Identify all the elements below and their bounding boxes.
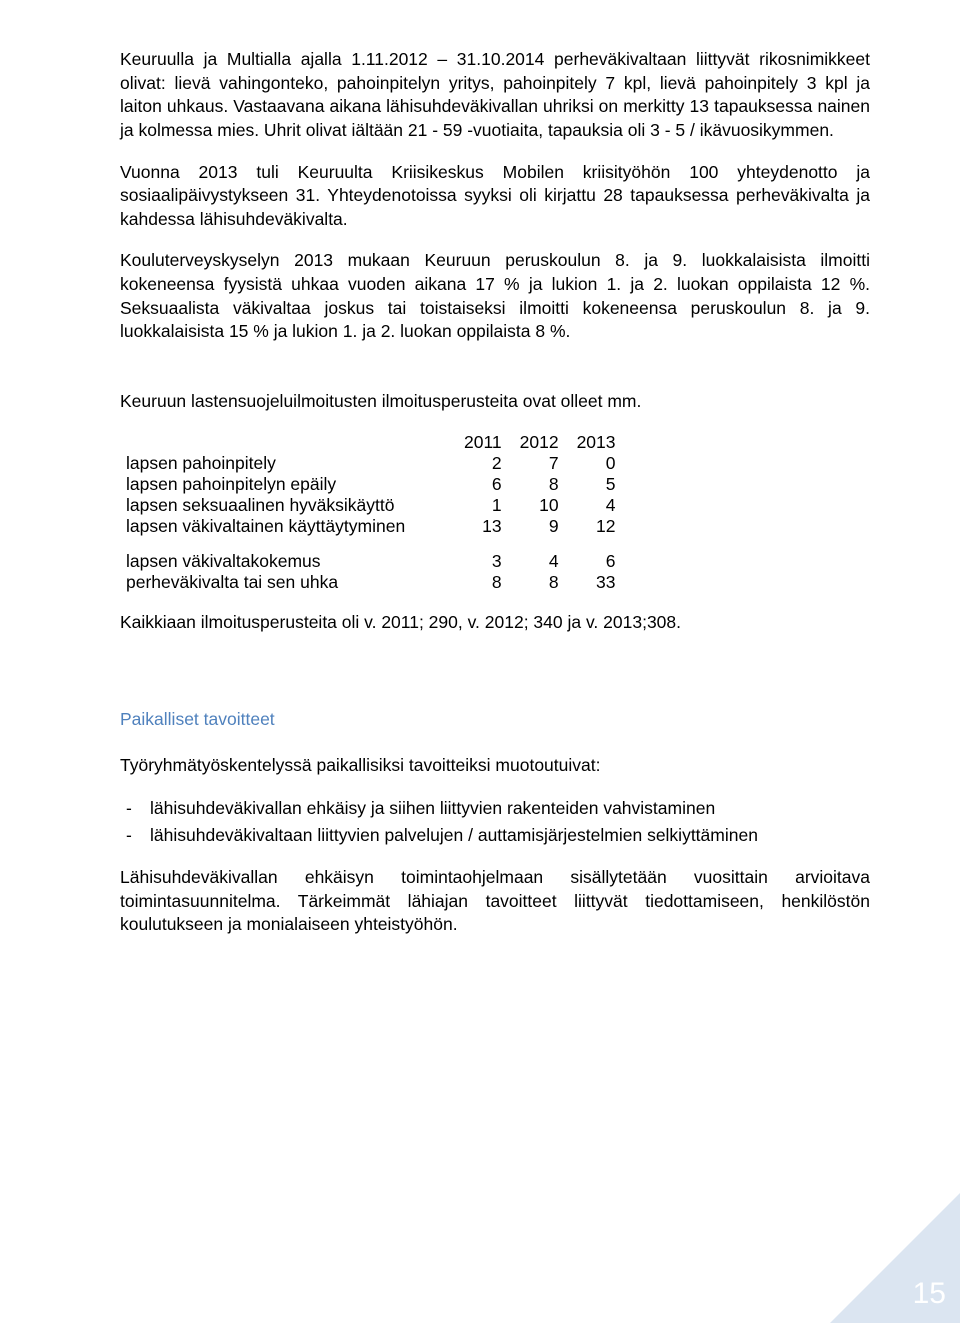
document-page: Keuruulla ja Multialla ajalla 1.11.2012 … — [0, 0, 960, 1323]
cell: 5 — [577, 474, 634, 495]
table-row: lapsen seksuaalinen hyväksikäyttö 1 10 4 — [120, 495, 634, 516]
cell: 3 — [464, 551, 520, 572]
spacer — [120, 362, 870, 390]
row-label: lapsen pahoinpitely — [120, 453, 464, 474]
cell: 6 — [577, 551, 634, 572]
paragraph: Vuonna 2013 tuli Keuruulta Kriisikeskus … — [120, 161, 870, 232]
spacer-row — [120, 537, 634, 551]
spacer — [120, 652, 870, 680]
row-label: lapsen seksuaalinen hyväksikäyttö — [120, 495, 464, 516]
cell: 8 — [520, 572, 577, 593]
cell: 6 — [464, 474, 520, 495]
row-label: perheväkivalta tai sen uhka — [120, 572, 464, 593]
page-number: 15 — [913, 1277, 946, 1311]
row-label: lapsen väkivaltakokemus — [120, 551, 464, 572]
cell: 1 — [464, 495, 520, 516]
cell: 9 — [520, 516, 577, 537]
data-table: 2011 2012 2013 lapsen pahoinpitely 2 7 0… — [120, 432, 870, 593]
table-header-row: 2011 2012 2013 — [120, 432, 634, 453]
table-row: lapsen pahoinpitelyn epäily 6 8 5 — [120, 474, 634, 495]
table-header-year: 2012 — [520, 432, 577, 453]
table-row: lapsen pahoinpitely 2 7 0 — [120, 453, 634, 474]
cell: 10 — [520, 495, 577, 516]
paragraph: Työryhmätyöskentelyssä paikallisiksi tav… — [120, 754, 870, 778]
cell: 8 — [464, 572, 520, 593]
paragraph: Lähisuhdeväkivallan ehkäisyn toimintaohj… — [120, 866, 870, 937]
table-row: perheväkivalta tai sen uhka 8 8 33 — [120, 572, 634, 593]
list-item: lähisuhdeväkivallan ehkäisy ja siihen li… — [150, 795, 870, 821]
cell: 8 — [520, 474, 577, 495]
paragraph: Kaikkiaan ilmoitusperusteita oli v. 2011… — [120, 611, 870, 635]
cell: 4 — [577, 495, 634, 516]
paragraph: Kouluterveyskyselyn 2013 mukaan Keuruun … — [120, 249, 870, 344]
cell: 7 — [520, 453, 577, 474]
cell: 4 — [520, 551, 577, 572]
spacer — [120, 680, 870, 708]
table-header-year: 2011 — [464, 432, 520, 453]
row-label: lapsen väkivaltainen käyttäytyminen — [120, 516, 464, 537]
bullet-list: lähisuhdeväkivallan ehkäisy ja siihen li… — [120, 795, 870, 848]
paragraph: Keuruulla ja Multialla ajalla 1.11.2012 … — [120, 48, 870, 143]
cell: 2 — [464, 453, 520, 474]
row-label: lapsen pahoinpitelyn epäily — [120, 474, 464, 495]
section-subhead: Paikalliset tavoitteet — [120, 708, 870, 732]
table-header-empty — [120, 432, 464, 453]
cell: 33 — [577, 572, 634, 593]
cell: 12 — [577, 516, 634, 537]
table-header-year: 2013 — [577, 432, 634, 453]
paragraph: Keuruun lastensuojeluilmoitusten ilmoitu… — [120, 390, 870, 414]
table-row: lapsen väkivaltakokemus 3 4 6 — [120, 551, 634, 572]
list-item: lähisuhdeväkivaltaan liittyvien palveluj… — [150, 822, 870, 848]
table-row: lapsen väkivaltainen käyttäytyminen 13 9… — [120, 516, 634, 537]
cell: 0 — [577, 453, 634, 474]
cell: 13 — [464, 516, 520, 537]
